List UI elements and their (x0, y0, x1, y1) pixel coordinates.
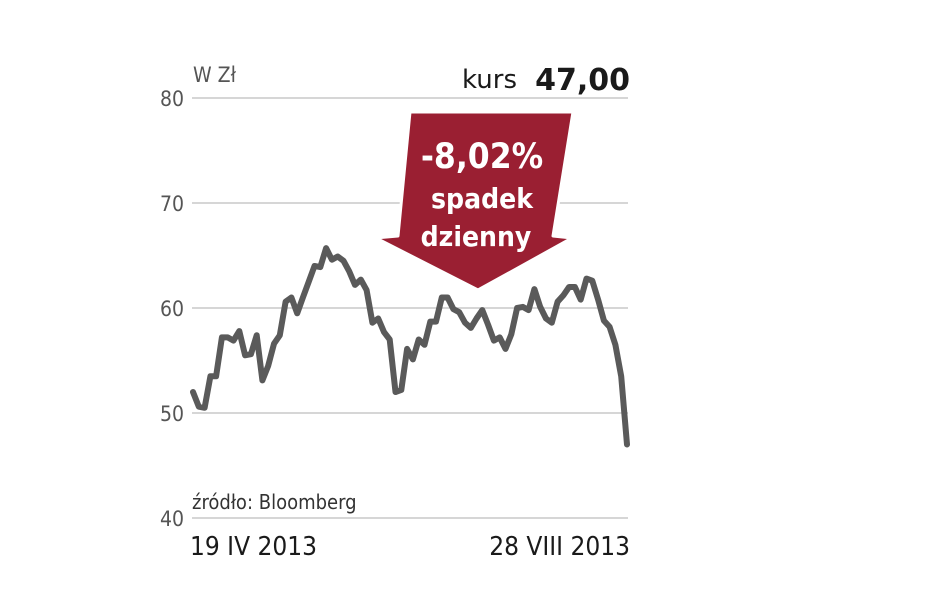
kurs-label: kurs (462, 65, 517, 95)
decline-text-line1: spadek (431, 182, 534, 215)
decline-text-line2: dzienny (421, 220, 532, 253)
y-tick-label-80: 80 (160, 87, 184, 111)
x-end-label: 28 VIII 2013 (489, 532, 630, 562)
source-note: źródło: Bloomberg (192, 490, 357, 514)
series-line-price (190, 245, 630, 448)
y-tick-label-50: 50 (160, 402, 184, 426)
x-start-label: 19 IV 2013 (190, 532, 317, 562)
unit-label: W Zł (193, 63, 237, 87)
y-tick-label-40: 40 (160, 507, 184, 531)
decline-percent: -8,02% (421, 137, 543, 177)
y-axis-ticks: 80 70 60 50 40 (160, 87, 184, 531)
y-tick-label-60: 60 (160, 297, 184, 321)
decline-arrow-shape (374, 110, 575, 292)
y-tick-label-70: 70 (160, 192, 184, 216)
decline-arrow: -8,02% spadek dzienny (374, 110, 575, 292)
kurs-value: 47,00 (535, 63, 630, 98)
